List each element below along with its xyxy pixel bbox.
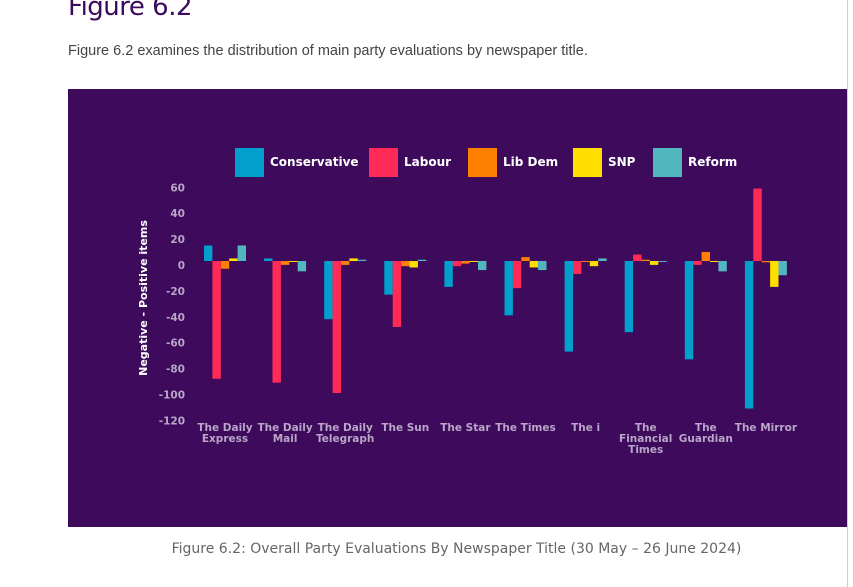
x-tick-label: The Financial Times [619,422,672,456]
bar-labour [212,261,221,379]
bar-reform [718,261,727,272]
bar-snp [469,261,478,262]
bar-reform [778,261,787,276]
legend-swatch-labour [369,148,398,177]
y-tick-label: 60 [170,182,185,194]
legend-label: Lib Dem [503,155,558,169]
y-tick-label: 20 [170,234,185,246]
bar-snp [349,258,358,261]
bar-snp [289,261,298,262]
bar-reform [297,261,307,272]
bar-reform [658,261,667,262]
bar-conservative [264,258,273,261]
legend-label: Labour [404,155,451,169]
y-tick-label: 0 [178,260,185,272]
legend-label: Reform [688,155,737,169]
page-heading: Figure 6.2 [68,0,193,22]
bar-reform [538,261,547,271]
bar-conservative [564,261,573,352]
bar-lib-dem [581,261,590,262]
bar-reform [237,245,246,261]
bar-lib-dem [341,261,350,265]
y-tick-label: -60 [166,338,185,350]
bar-lib-dem [461,261,470,264]
bar-snp [710,261,719,262]
bar-conservative [744,261,754,409]
bar-lib-dem [280,261,290,265]
bar-labour [392,261,402,327]
bar-conservative [504,261,513,316]
bar-labour [332,261,341,393]
bar-conservative [204,245,213,261]
legend-swatch-snp [573,148,602,177]
bar-conservative [684,261,694,360]
bar-lib-dem [220,261,230,269]
bar-snp [589,261,599,267]
legend-swatch-conservative [235,148,264,177]
x-tick-label: The Daily Express [197,422,252,445]
y-tick-label: -80 [166,364,185,376]
chart-panel [68,89,847,527]
y-tick-label: -20 [166,286,185,298]
bar-conservative [324,261,333,320]
bar-conservative [384,261,393,295]
y-axis-label: Negative - Positive items [137,220,150,376]
figure-caption: Figure 6.2: Overall Party Evaluations By… [171,541,742,557]
bar-lib-dem [521,257,530,261]
bar-labour [452,261,462,267]
bar-lib-dem [401,261,410,267]
x-tick-label: The Mirror [735,422,798,434]
bar-reform [478,261,487,271]
x-tick-label: The Star [440,422,491,434]
legend-swatch-reform [653,148,682,177]
x-tick-label: The Daily Mail [257,422,312,445]
bar-snp [770,261,779,287]
x-tick-label: The Sun [381,422,429,434]
x-tick-label: The Times [495,422,556,434]
y-tick-label: -100 [159,389,185,401]
bar-reform [357,259,367,261]
x-tick-label: The Daily Telegraph [316,422,374,445]
bar-labour [512,261,522,289]
bar-snp [649,261,659,265]
bar-labour [272,261,281,383]
bar-labour [573,261,582,274]
bar-lib-dem [761,261,771,263]
bar-labour [633,254,642,261]
y-tick-label: 40 [170,208,185,220]
intro-text: Figure 6.2 examines the distribution of … [68,43,588,59]
y-tick-label: -120 [159,415,185,427]
bar-reform [417,259,427,261]
bar-snp [409,261,418,268]
legend-swatch-lib-dem [468,148,497,177]
page-edge [847,0,848,587]
y-tick-label: -40 [166,312,185,324]
legend-label: SNP [608,155,636,169]
bar-lib-dem [641,259,650,261]
bar-snp [529,261,539,268]
x-tick-label: The i [571,422,600,434]
legend-label: Conservative [270,155,359,169]
bar-conservative [444,261,453,287]
bar-snp [229,258,238,261]
x-tick-label: The Guardian [679,422,733,445]
bar-reform [598,258,607,261]
bar-labour [693,261,702,265]
bar-labour [753,188,762,261]
bar-lib-dem [701,251,710,261]
bar-conservative [624,261,634,333]
